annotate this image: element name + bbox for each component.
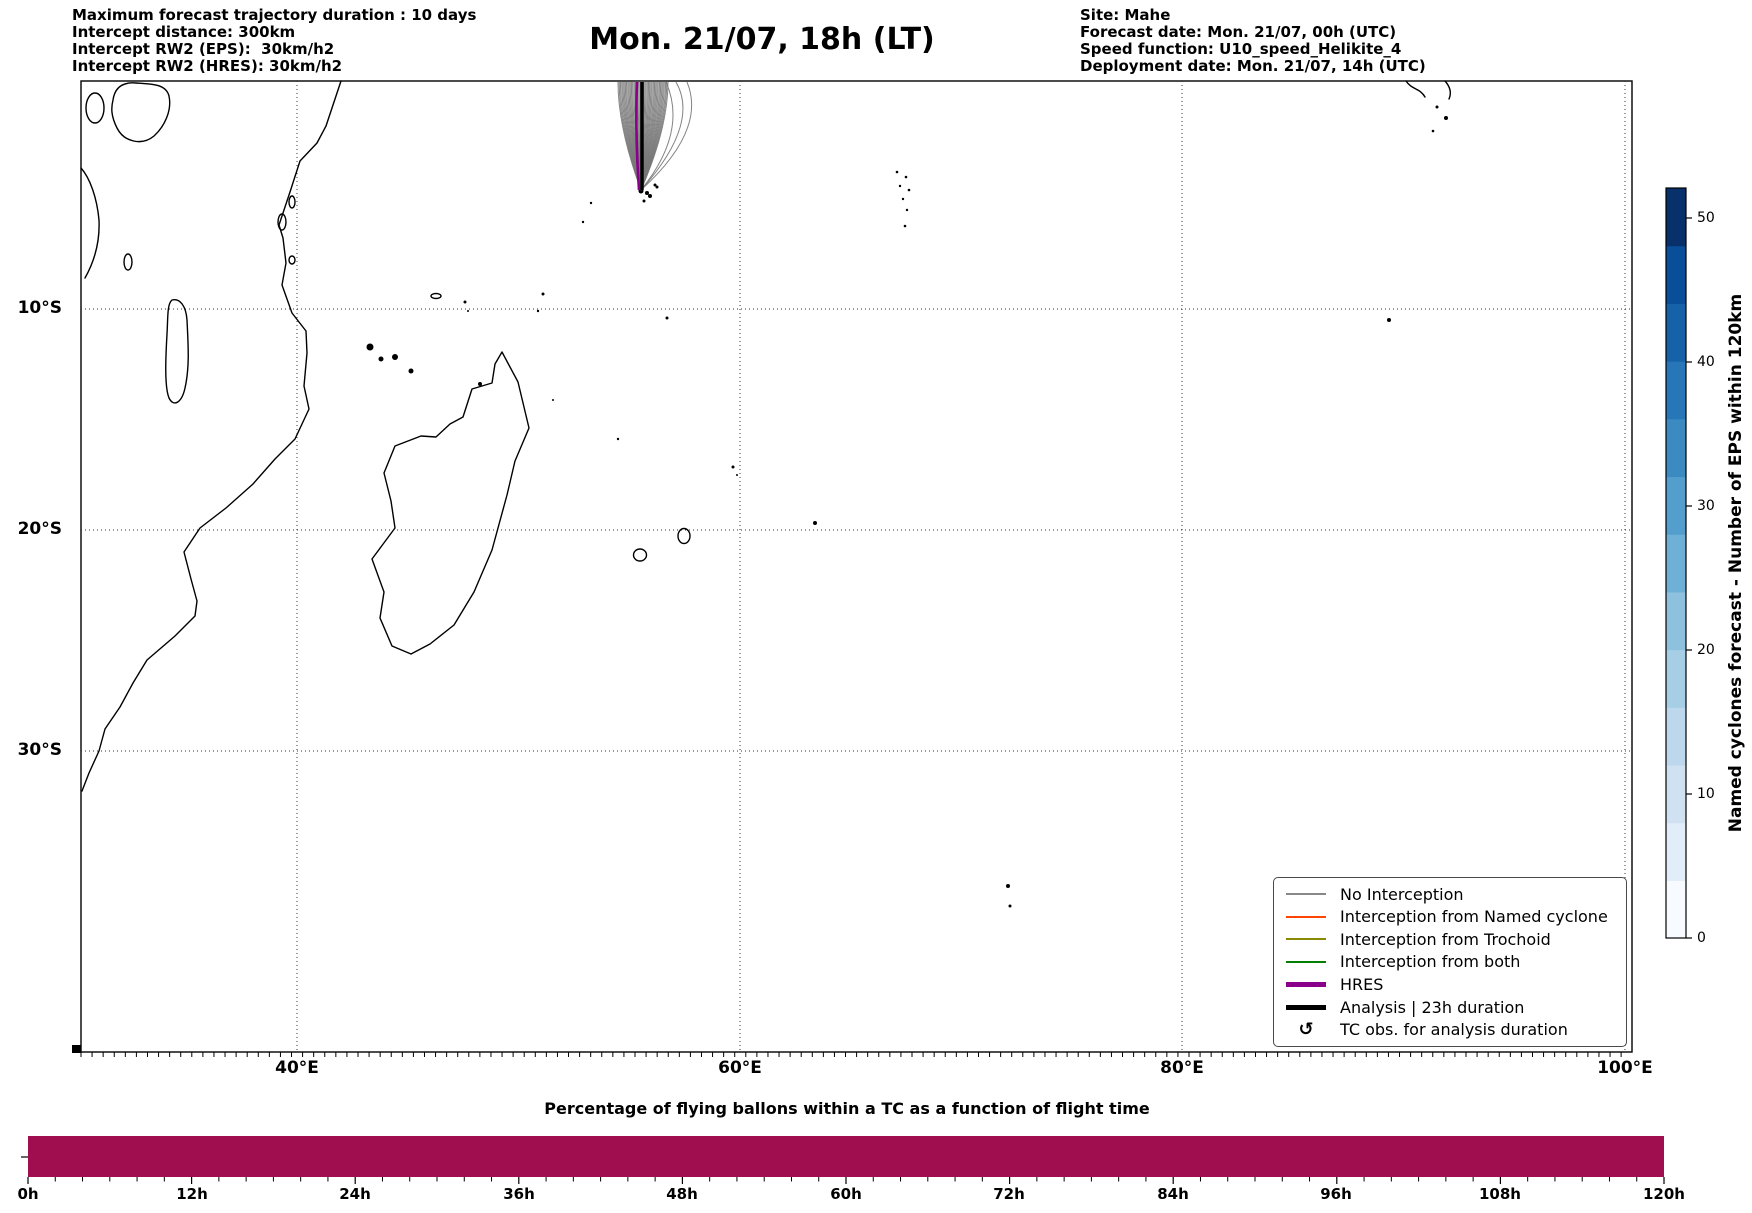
legend: No Interception Interception from Named …	[1286, 883, 1616, 1041]
bar-chart-title: Percentage of flying ballons within a TC…	[544, 1099, 1150, 1118]
pemba-island	[288, 195, 296, 209]
lake-rukwa	[123, 253, 133, 271]
legend-item-tc-obs: ↺ TC obs. for analysis duration	[1286, 1019, 1616, 1041]
colorbar-label: Named cyclones forecast - Number of EPS …	[1726, 293, 1746, 833]
legend-item-trochoid: Interception from Trochoid	[1286, 928, 1616, 950]
tc-obs-rotation-icon: ↺	[1298, 1018, 1314, 1040]
legend-line-swatch	[1286, 982, 1326, 988]
cb-tick-0: 0	[1697, 930, 1706, 946]
legend-item-label: Interception from Named cyclone	[1340, 907, 1608, 927]
cb-tick-10: 10	[1697, 786, 1715, 802]
header-left-line-2: Intercept distance: 300km	[72, 23, 296, 41]
map-gridlines	[81, 81, 1632, 1052]
hour-tick-48h: 48h	[666, 1185, 698, 1203]
x-tick-60e: 60°E	[718, 1058, 762, 1078]
y-tick-10s: 10°S	[17, 298, 62, 318]
hour-tick-36h: 36h	[503, 1185, 535, 1203]
x-tick-80e: 80°E	[1160, 1058, 1204, 1078]
legend-item-label: HRES	[1340, 975, 1384, 995]
legend-item-label: Interception from both	[1340, 952, 1521, 972]
legend-box	[1273, 877, 1627, 1047]
hour-tick-12h: 12h	[176, 1185, 208, 1203]
trajectory-fan	[617, 81, 693, 191]
axis-corner-mark	[72, 1045, 81, 1053]
top-right-islands-2	[1444, 80, 1452, 100]
legend-item-hres: HRES	[1286, 974, 1616, 996]
cb-tick-20: 20	[1697, 642, 1715, 658]
legend-item-named-cyclone: Interception from Named cyclone	[1286, 906, 1616, 928]
aldabra-atoll	[430, 292, 442, 300]
lake-tanganyika	[80, 167, 100, 279]
mauritius-island	[677, 527, 691, 545]
legend-line-swatch	[1286, 915, 1326, 918]
mafia-island	[288, 255, 296, 265]
header-right-line-1: Site: Mahe	[1080, 6, 1171, 24]
y-tick-20s: 20°S	[17, 519, 62, 539]
colorbar-graphic	[1665, 187, 1692, 939]
hour-tick-0h: 0h	[17, 1185, 39, 1203]
flight-time-bar-graphic	[21, 1136, 1665, 1184]
x-tick-100e: 100°E	[1597, 1058, 1653, 1078]
hour-tick-72h: 72h	[993, 1185, 1025, 1203]
header-right-line-3: Speed function: U10_speed_Helikite_4	[1080, 40, 1402, 58]
cb-tick-30: 30	[1697, 498, 1715, 514]
zanzibar-island	[277, 213, 287, 231]
header-right-line-4: Deployment date: Mon. 21/07, 14h (UTC)	[1080, 57, 1426, 75]
hour-tick-84h: 84h	[1157, 1185, 1189, 1203]
legend-line-swatch	[1286, 893, 1326, 895]
legend-item-label: No Interception	[1340, 884, 1464, 904]
top-right-islands	[1405, 80, 1426, 98]
y-tick-30s: 30°S	[17, 740, 62, 760]
legend-item-analysis: Analysis | 23h duration	[1286, 996, 1616, 1018]
x-tick-40e: 40°E	[275, 1058, 319, 1078]
figure-title: Mon. 21/07, 18h (LT)	[589, 22, 935, 57]
hour-tick-96h: 96h	[1320, 1185, 1352, 1203]
coastlines	[80, 80, 1452, 792]
legend-item-label: Analysis | 23h duration	[1340, 997, 1525, 1017]
legend-item-both: Interception from both	[1286, 951, 1616, 973]
legend-line-swatch	[1286, 938, 1326, 941]
small-islands	[72, 105, 1448, 1053]
legend-item-label: Interception from Trochoid	[1340, 929, 1551, 949]
cb-tick-50: 50	[1697, 210, 1715, 226]
legend-item-no-interception: No Interception	[1286, 883, 1616, 905]
header-right-line-2: Forecast date: Mon. 21/07, 00h (UTC)	[1080, 23, 1397, 41]
header-left-line-3: Intercept RW2 (EPS): 30km/h2	[72, 40, 335, 58]
hour-tick-108h: 108h	[1479, 1185, 1521, 1203]
header-left-line-1: Maximum forecast trajectory duration : 1…	[72, 6, 477, 24]
africa-east-coastline	[81, 80, 342, 792]
map-minor-ticks	[80, 1052, 1622, 1057]
reunion-island	[632, 548, 648, 562]
lake-malawi	[165, 299, 189, 404]
hour-tick-24h: 24h	[339, 1185, 371, 1203]
legend-line-swatch	[1286, 960, 1326, 963]
hour-tick-60h: 60h	[830, 1185, 862, 1203]
header-left-line-4: Intercept RW2 (HRES): 30km/h2	[72, 57, 343, 75]
lake-west-blob	[85, 92, 105, 124]
legend-item-label: TC obs. for analysis duration	[1340, 1020, 1568, 1040]
madagascar-coastline	[371, 351, 530, 655]
hour-tick-120h: 120h	[1643, 1185, 1685, 1203]
cb-tick-40: 40	[1697, 354, 1715, 370]
legend-line-swatch	[1286, 1004, 1326, 1010]
lake-victoria	[111, 82, 171, 143]
